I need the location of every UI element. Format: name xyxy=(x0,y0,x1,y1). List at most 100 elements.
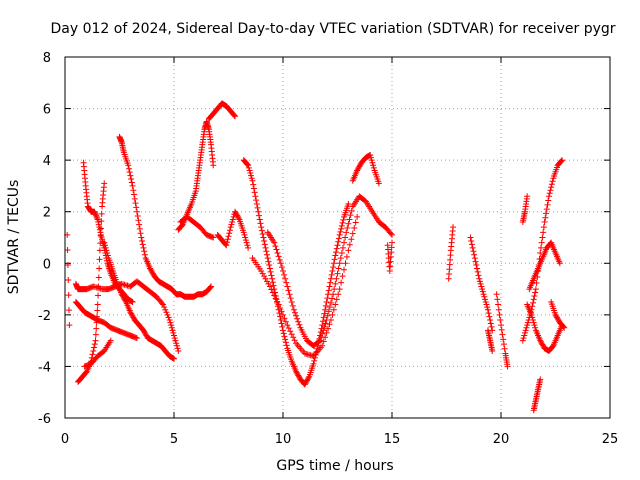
data-point xyxy=(334,242,341,249)
data-point xyxy=(540,229,547,236)
data-point xyxy=(501,345,508,352)
data-point xyxy=(134,213,141,220)
data-point xyxy=(66,322,73,329)
data-point xyxy=(553,314,560,321)
data-point xyxy=(249,177,256,184)
data-point xyxy=(223,242,230,249)
data-point xyxy=(94,216,101,223)
data-point xyxy=(495,301,502,308)
data-point xyxy=(545,193,552,200)
data-point xyxy=(348,236,355,243)
data-point xyxy=(549,343,556,350)
data-point xyxy=(139,241,146,248)
data-point xyxy=(345,247,352,254)
data-point xyxy=(368,157,375,164)
data-point xyxy=(255,208,262,215)
data-point xyxy=(537,338,544,345)
series-s10 xyxy=(177,213,217,241)
data-point xyxy=(149,270,156,277)
data-point xyxy=(331,286,338,293)
data-point xyxy=(326,304,333,311)
data-point xyxy=(293,368,300,375)
data-point xyxy=(127,172,134,179)
data-point xyxy=(311,357,318,364)
data-point xyxy=(336,286,343,293)
data-point xyxy=(129,313,136,320)
data-point xyxy=(343,253,350,260)
data-point xyxy=(481,293,488,300)
data-point xyxy=(90,347,97,354)
data-point xyxy=(332,301,339,308)
data-point xyxy=(248,175,255,182)
data-point xyxy=(291,337,298,344)
data-point xyxy=(128,176,135,183)
data-point xyxy=(131,191,138,198)
data-point xyxy=(469,244,476,251)
data-point xyxy=(293,312,300,319)
data-point xyxy=(471,251,478,258)
data-point xyxy=(530,319,537,326)
data-point xyxy=(242,237,249,244)
data-point xyxy=(275,301,282,308)
data-point xyxy=(538,239,545,246)
data-point xyxy=(125,162,132,169)
data-point xyxy=(259,231,266,238)
data-point xyxy=(333,245,340,252)
data-point xyxy=(472,258,479,265)
data-point xyxy=(478,283,485,290)
data-point xyxy=(529,299,536,306)
data-point xyxy=(164,311,171,318)
data-point xyxy=(245,164,252,171)
data-point xyxy=(141,329,148,336)
data-point xyxy=(553,313,560,320)
data-point xyxy=(302,380,309,387)
data-point xyxy=(247,170,254,177)
data-point xyxy=(175,347,182,354)
data-point xyxy=(500,341,507,348)
data-point xyxy=(324,312,331,319)
data-point xyxy=(303,377,310,384)
data-point xyxy=(538,340,545,347)
data-point xyxy=(337,255,344,262)
data-point xyxy=(282,339,289,346)
data-point xyxy=(330,264,337,271)
data-point xyxy=(65,307,72,314)
data-point xyxy=(244,242,251,249)
data-point xyxy=(128,179,135,186)
data-point xyxy=(283,342,290,349)
data-point xyxy=(133,208,140,215)
data-point xyxy=(171,332,177,339)
data-point xyxy=(270,282,277,289)
data-point xyxy=(248,172,255,179)
data-point xyxy=(161,304,168,311)
data-point xyxy=(335,291,342,298)
data-point xyxy=(541,219,548,226)
data-point xyxy=(332,280,339,287)
data-point xyxy=(342,234,349,241)
data-point xyxy=(322,320,329,327)
data-point xyxy=(127,309,134,316)
data-point xyxy=(95,292,102,299)
series-s27 xyxy=(548,298,568,331)
series-s21 xyxy=(493,291,511,370)
data-point xyxy=(560,323,567,330)
data-point xyxy=(280,268,286,275)
data-point xyxy=(325,291,332,298)
data-point xyxy=(268,272,275,279)
data-point xyxy=(64,246,71,253)
data-point xyxy=(250,185,257,192)
data-point xyxy=(93,313,100,320)
data-point xyxy=(168,322,175,329)
data-point xyxy=(102,244,109,251)
y-tick-label: 8 xyxy=(43,51,51,66)
data-point xyxy=(288,331,295,338)
data-point xyxy=(169,327,176,334)
series-s14 xyxy=(249,213,361,360)
data-point xyxy=(329,311,336,318)
data-point xyxy=(208,283,215,290)
data-point xyxy=(120,293,127,300)
data-point xyxy=(269,279,276,286)
data-point xyxy=(305,375,312,382)
data-point xyxy=(232,113,239,120)
